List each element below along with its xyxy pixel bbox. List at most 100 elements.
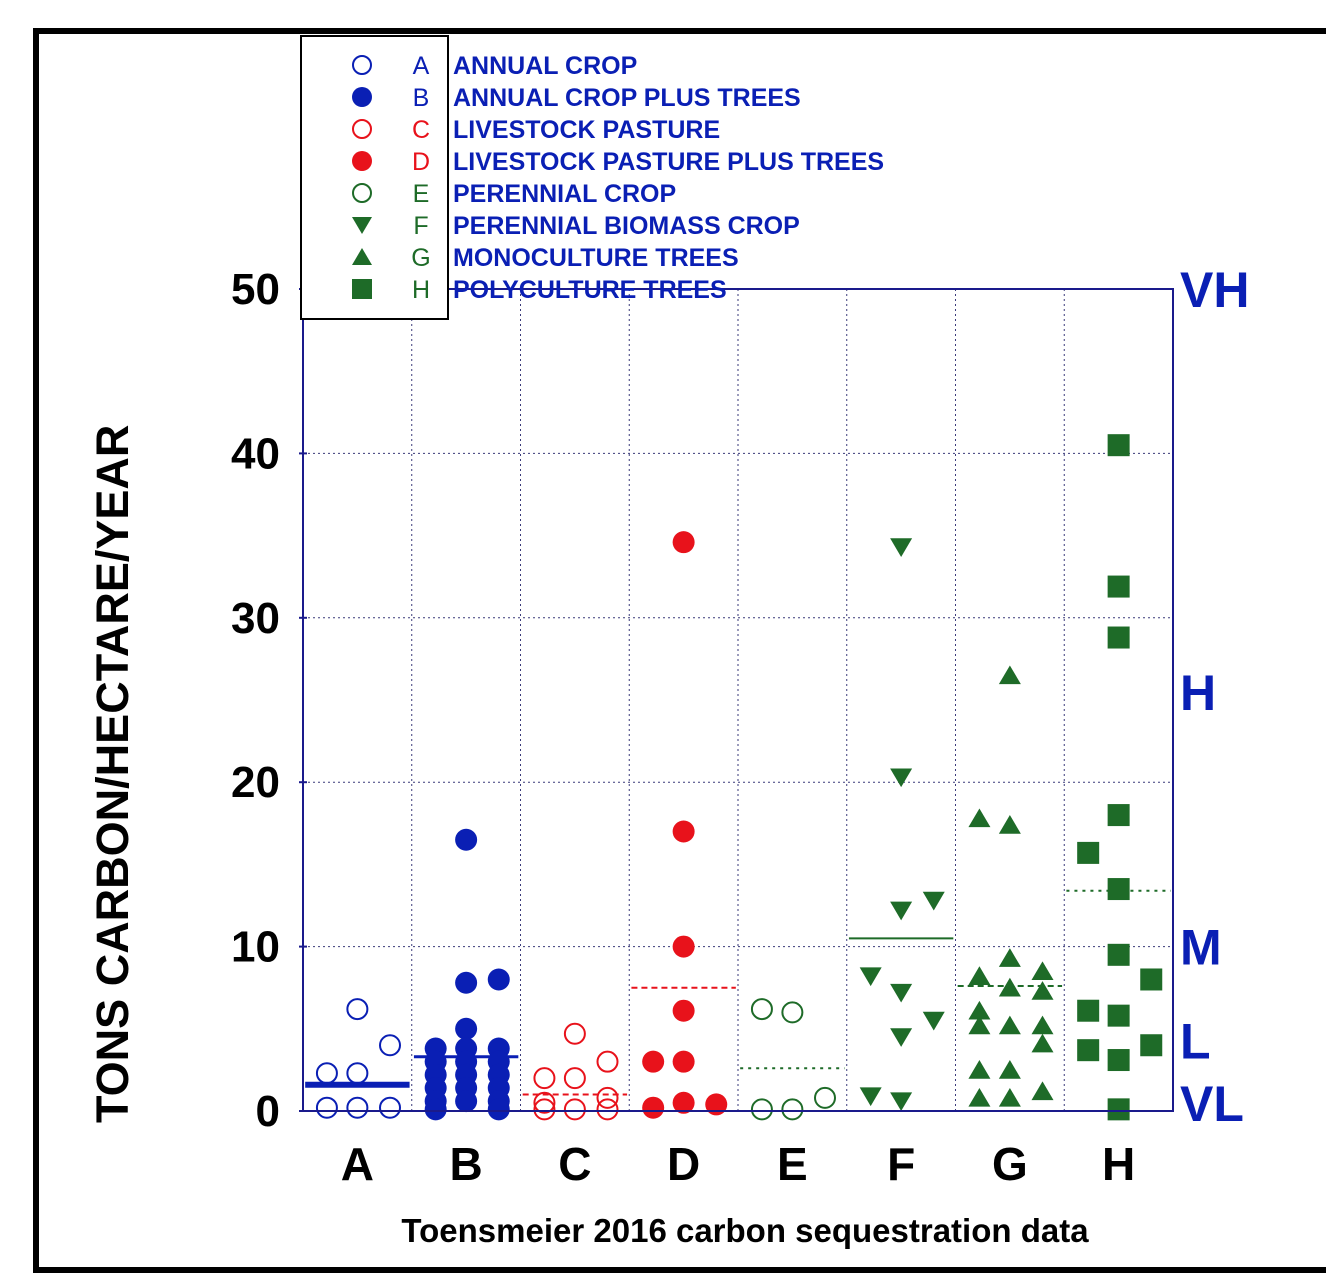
legend-key: D: [412, 148, 430, 176]
data-point-C: [533, 1091, 556, 1114]
legend-marker-F: [352, 217, 372, 234]
data-point-B: [455, 1090, 478, 1113]
data-point-G: [998, 815, 1021, 834]
data-point-F: [922, 891, 945, 911]
data-point-G: [998, 1087, 1021, 1107]
data-point-A: [379, 1096, 401, 1119]
data-point-G: [1031, 1081, 1054, 1101]
data-point-G: [1031, 1033, 1054, 1053]
x-axis-label: Toensmeier 2016 carbon sequestration dat…: [401, 1212, 1089, 1249]
data-point-G: [998, 1060, 1021, 1079]
legend-label: POLYCULTURE TREES: [453, 276, 727, 304]
data-point-D: [672, 999, 695, 1022]
data-point-D: [672, 1091, 695, 1114]
x-tick-label: F: [887, 1138, 915, 1190]
data-point-H: [1107, 943, 1130, 966]
data-point-G: [998, 1015, 1021, 1035]
data-point-F: [890, 901, 913, 921]
data-point-G: [1031, 981, 1054, 1000]
data-point-G: [968, 1087, 991, 1107]
plot-border: [302, 288, 1174, 1112]
legend-key: G: [411, 244, 430, 272]
data-point-H: [1107, 434, 1130, 457]
data-point-A: [379, 1034, 401, 1057]
data-point-E: [750, 998, 773, 1021]
data-point-D: [705, 1093, 728, 1116]
right-axis-label: VH: [1180, 262, 1249, 318]
data-point-H: [1077, 841, 1100, 864]
data-point-D: [642, 1050, 665, 1073]
data-point-D: [672, 1050, 695, 1073]
right-axis-label: L: [1180, 1013, 1211, 1069]
data-point-H: [1107, 878, 1130, 901]
legend-label: PERENNIAL CROP: [453, 180, 676, 208]
data-point-C: [533, 1067, 556, 1090]
data-point-D: [672, 935, 695, 958]
data-point-B: [487, 1098, 510, 1121]
legend-label: LIVESTOCK PASTURE PLUS TREES: [453, 148, 884, 176]
data-point-B: [455, 1017, 478, 1040]
legend-marker-H: [352, 279, 372, 299]
data-point-H: [1107, 575, 1130, 598]
legend-key: B: [413, 84, 430, 112]
data-point-B: [487, 968, 510, 991]
data-point-C: [596, 1050, 619, 1073]
data-point-A: [346, 1062, 369, 1085]
legend-label: ANNUAL CROP PLUS TREES: [453, 84, 801, 112]
y-tick-label: 50: [231, 265, 280, 314]
data-point-A: [315, 1096, 338, 1119]
data-point-G: [968, 1060, 991, 1079]
legend-key: C: [412, 116, 430, 144]
data-point-G: [968, 966, 991, 985]
data-point-A: [346, 998, 369, 1021]
data-point-H: [1107, 626, 1130, 649]
data-point-G: [998, 665, 1021, 685]
x-tick-label: B: [450, 1138, 483, 1190]
legend-label: PERENNIAL BIOMASS CROP: [453, 212, 800, 240]
data-point-D: [642, 1096, 665, 1119]
legend-marker-B: [352, 87, 372, 107]
data-point-E: [781, 1001, 804, 1024]
legend-key: F: [413, 212, 428, 240]
legend-label: MONOCULTURE TREES: [453, 244, 739, 272]
right-axis-label: H: [1180, 665, 1216, 721]
legend-marker-D: [352, 151, 372, 171]
y-tick-label: 10: [231, 923, 280, 972]
legend-label: LIVESTOCK PASTURE: [453, 116, 720, 144]
legend-box: [300, 35, 449, 320]
legend-key: H: [412, 276, 430, 304]
data-point-H: [1140, 1034, 1163, 1057]
legend-key: E: [413, 180, 430, 208]
data-point-G: [968, 1000, 991, 1020]
data-point-F: [890, 983, 913, 1003]
data-point-H: [1140, 968, 1163, 991]
data-point-B: [424, 1098, 447, 1121]
x-tick-label: G: [992, 1138, 1028, 1190]
x-tick-label: A: [341, 1138, 374, 1190]
data-point-E: [781, 1098, 804, 1121]
data-point-F: [859, 967, 882, 987]
legend-marker-C: [352, 119, 372, 139]
data-point-F: [890, 768, 913, 788]
data-point-G: [998, 948, 1021, 967]
data-point-A: [346, 1096, 369, 1119]
y-tick-label: 40: [231, 429, 280, 478]
x-tick-label: H: [1102, 1138, 1135, 1190]
x-tick-label: D: [667, 1138, 700, 1190]
data-point-B: [455, 971, 478, 994]
data-point-H: [1077, 999, 1100, 1022]
y-tick-label: 20: [231, 758, 280, 807]
legend-key: A: [413, 52, 430, 80]
data-point-B: [455, 828, 478, 851]
data-point-H: [1107, 1004, 1130, 1027]
data-point-G: [1031, 1015, 1054, 1035]
y-tick-label: 0: [256, 1087, 280, 1136]
legend-marker-E: [352, 183, 372, 203]
legend-marker-A: [352, 55, 372, 75]
right-axis-label: VL: [1180, 1076, 1244, 1132]
y-axis-label: TONS CARBON/HECTARE/YEAR: [87, 425, 138, 1123]
data-point-D: [672, 531, 695, 554]
data-point-F: [859, 1087, 882, 1107]
data-point-G: [998, 977, 1021, 997]
data-point-C: [533, 1098, 556, 1121]
